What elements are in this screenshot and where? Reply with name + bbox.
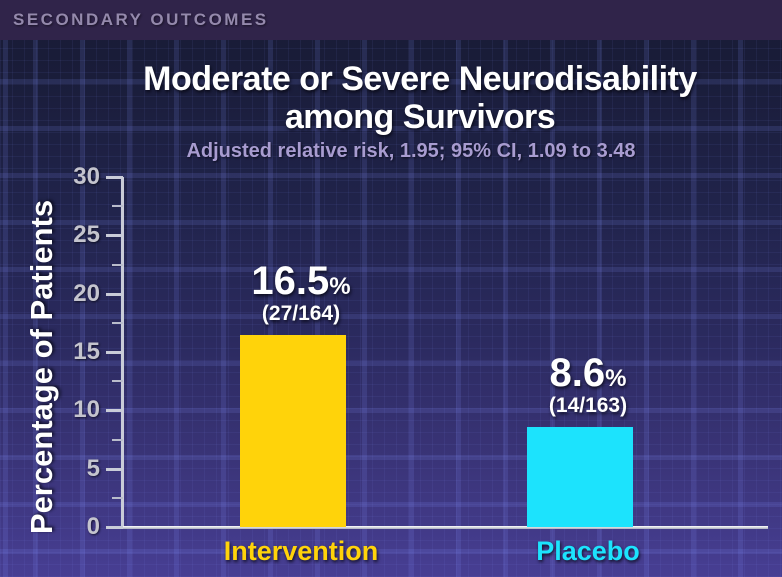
y-minor-tick-17.5 — [112, 321, 123, 324]
y-tick-15 — [106, 351, 123, 354]
bar-percent-intervention: 16.5% — [191, 261, 411, 301]
bar-fraction-intervention: (27/164) — [261, 301, 341, 325]
y-tick-10 — [106, 409, 123, 413]
y-axis-label: Percentage of Patients — [24, 199, 59, 535]
y-tick-5 — [106, 467, 123, 471]
y-tick-30 — [106, 176, 123, 179]
y-minor-tick-2.5 — [112, 496, 123, 499]
y-tick-0 — [106, 526, 123, 529]
y-tick-25 — [106, 234, 123, 238]
y-tick-label-10: 10 — [73, 396, 100, 424]
chart-title-line2: among Survivors — [284, 98, 556, 136]
x-axis-line — [106, 526, 768, 529]
header-label: SECONDARY OUTCOMES — [13, 10, 269, 29]
bar-percent-placebo: 8.6% — [478, 353, 698, 393]
y-tick-label-30: 30 — [73, 163, 100, 190]
chart-title: Moderate or Severe Neurodisability among… — [58, 60, 782, 136]
y-minor-tick-7.5 — [112, 438, 123, 441]
y-tick-label-5: 5 — [86, 454, 100, 482]
bar-percent-number: 16.5 — [251, 258, 330, 303]
bar-value-label-intervention: 16.5% (27/164) — [191, 261, 411, 326]
category-label-placebo: Placebo — [536, 536, 640, 566]
percent-sign: % — [605, 364, 627, 392]
y-tick-20 — [106, 292, 123, 296]
y-tick-label-0: 0 — [86, 513, 100, 540]
y-tick-label-25: 25 — [73, 221, 100, 249]
y-minor-tick-22.5 — [112, 263, 123, 266]
chart-subtitle: Adjusted relative risk, 1.95; 95% CI, 1.… — [186, 140, 636, 162]
percent-sign: % — [329, 272, 351, 300]
bar-value-label-placebo: 8.6% (14/163) — [478, 353, 698, 418]
bar-placebo — [527, 426, 633, 527]
bar-percent-number: 8.6 — [549, 350, 606, 395]
bar-fraction-placebo: (14/163) — [548, 393, 628, 417]
y-minor-tick-12.5 — [112, 380, 123, 383]
chart-title-line1: Moderate or Severe Neurodisability — [143, 60, 697, 98]
y-tick-label-20: 20 — [73, 279, 100, 307]
bar-intervention — [240, 334, 346, 527]
y-tick-label-15: 15 — [73, 338, 100, 365]
category-label-intervention: Intervention — [223, 536, 379, 566]
y-minor-tick-27.5 — [112, 205, 123, 208]
header-band: SECONDARY OUTCOMES — [0, 0, 782, 40]
